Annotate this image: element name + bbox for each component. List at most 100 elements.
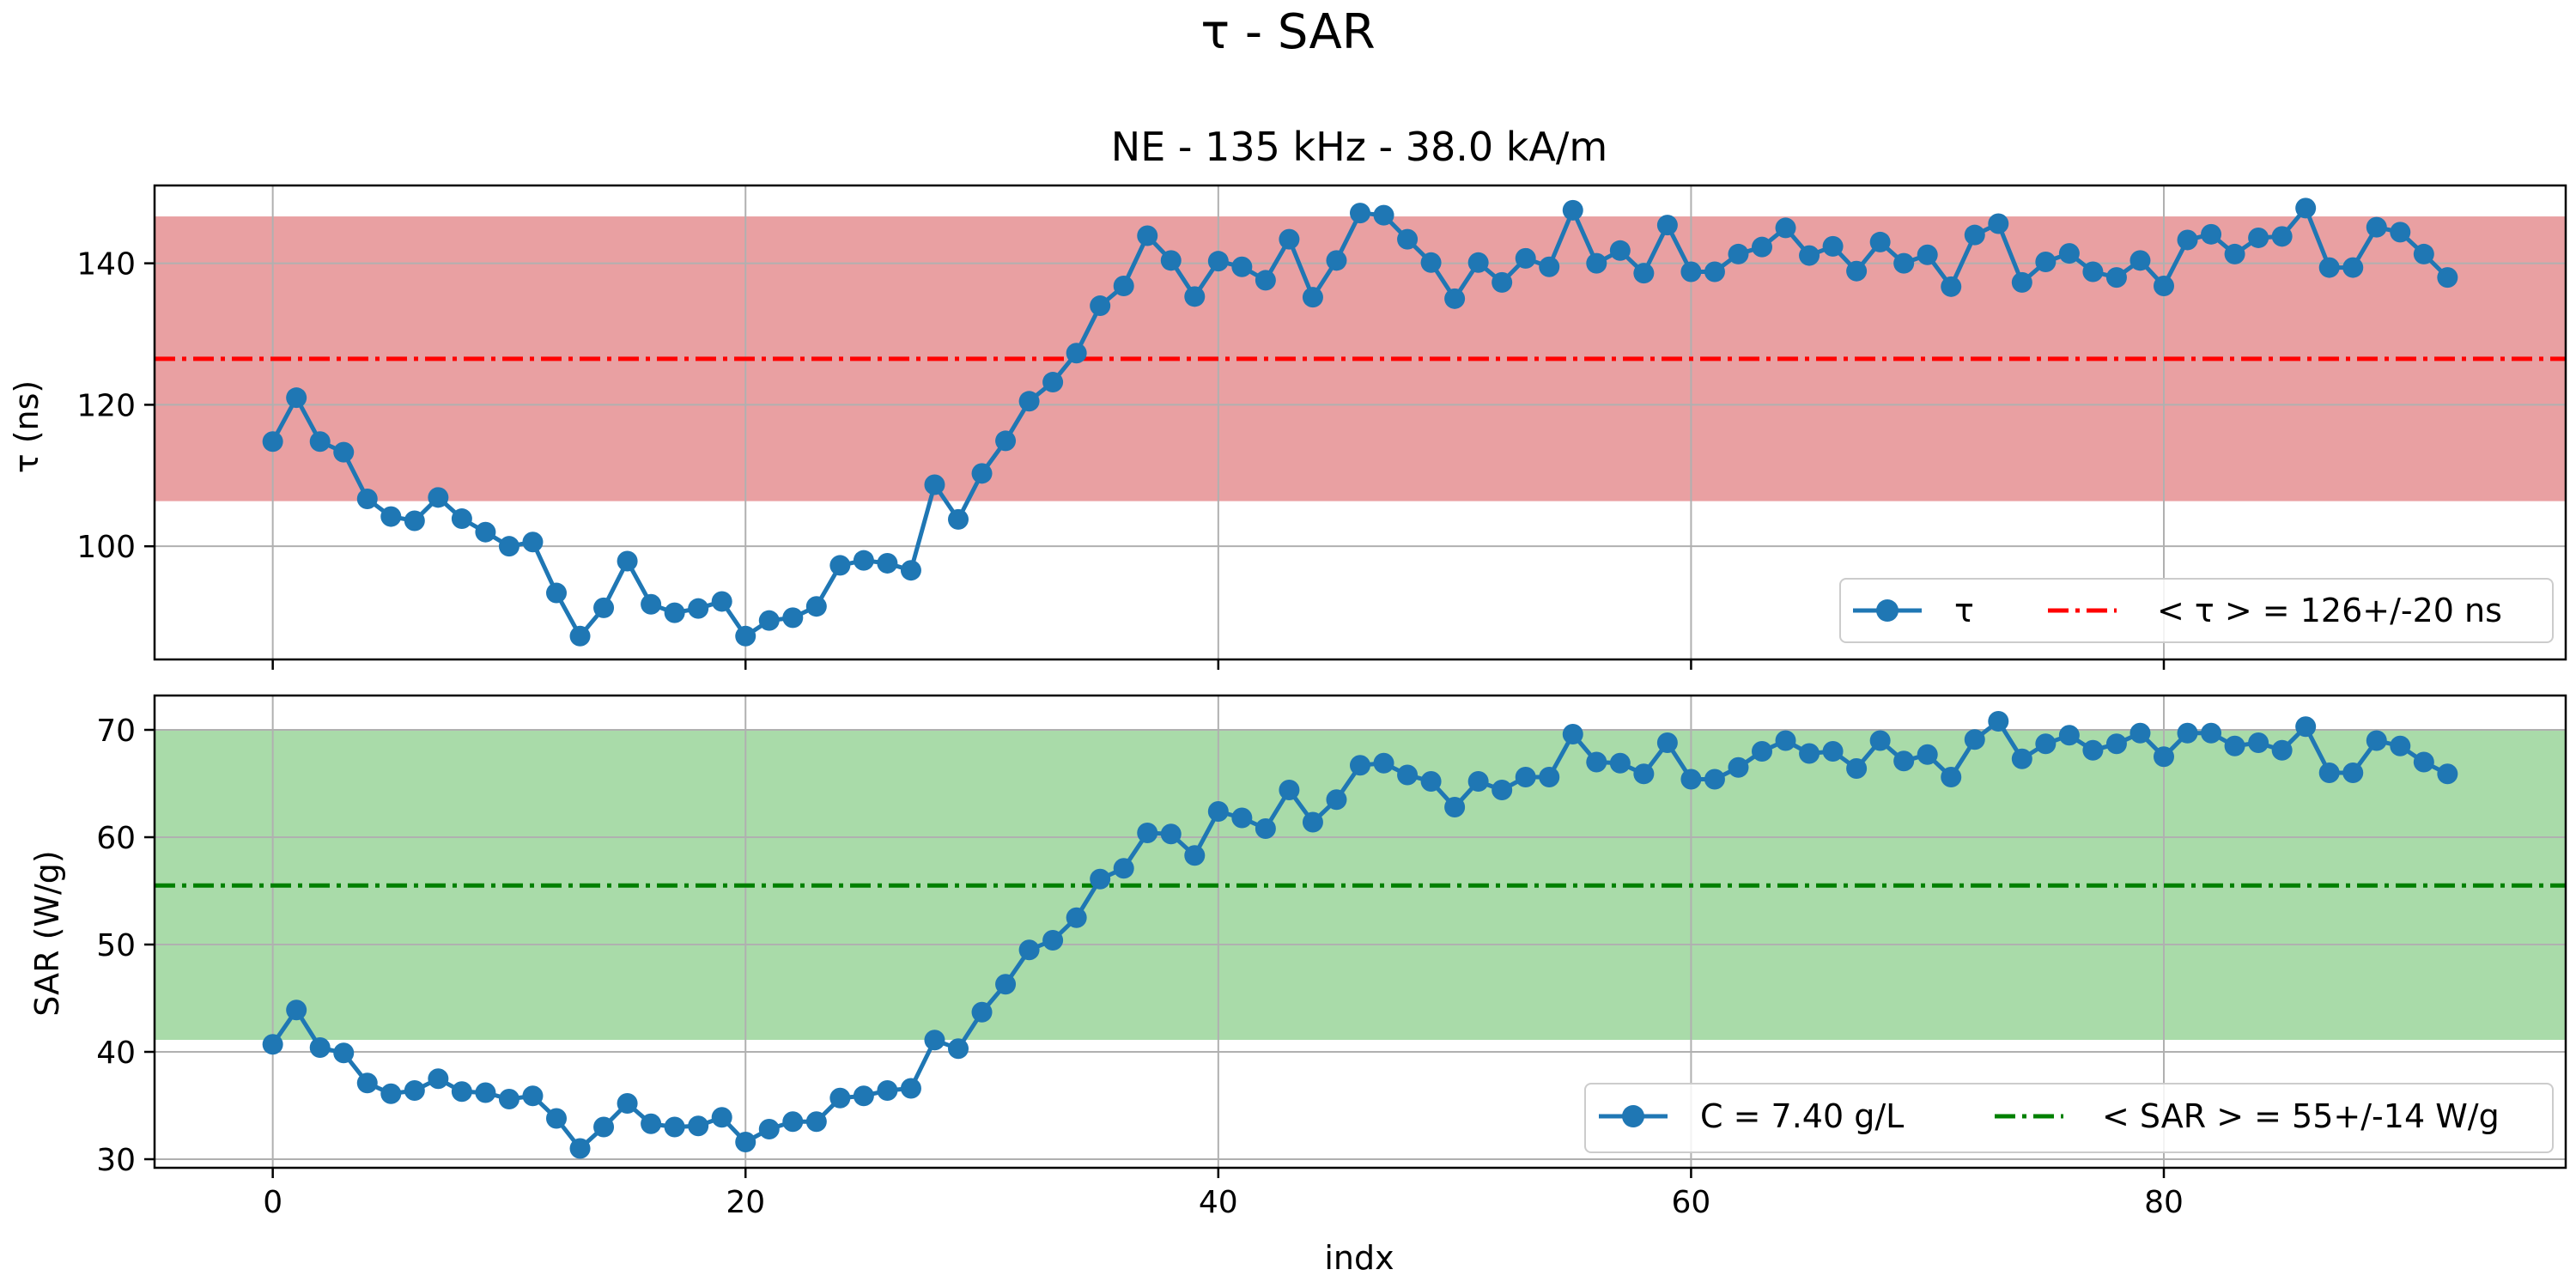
- sar-data-point: [1042, 930, 1064, 951]
- tau-data-point: [1704, 261, 1725, 283]
- sar-data-point: [1113, 858, 1134, 879]
- sar-y-tick-label: 30: [96, 1143, 136, 1178]
- sar-data-point: [1444, 797, 1466, 817]
- sar-data-point: [1066, 907, 1087, 928]
- tau-data-point: [995, 430, 1017, 452]
- tau-data-point: [2154, 275, 2174, 296]
- tau-panel-title: NE - 135 kHz - 38.0 kA/m: [1111, 124, 1607, 170]
- tau-data-point: [1799, 245, 1820, 266]
- tau-data-point: [1586, 252, 1607, 274]
- sar-data-point: [1846, 758, 1868, 779]
- tau-data-point: [2318, 257, 2340, 278]
- tau-data-point: [333, 441, 355, 463]
- sar-data-point: [1207, 801, 1229, 822]
- tau-data-point: [2201, 223, 2222, 245]
- tau-data-point: [2177, 229, 2198, 251]
- sar-data-point: [309, 1037, 331, 1058]
- sar-x-tick-label: 20: [726, 1185, 765, 1220]
- tau-legend-box: [1839, 578, 2554, 643]
- sar-data-point: [1893, 750, 1915, 772]
- sar-axes-border: [153, 694, 2567, 1170]
- sar-data-point: [593, 1116, 615, 1138]
- tau-data-point: [1515, 247, 1536, 269]
- tau-series: [262, 197, 2458, 647]
- tau-y-tick-label: 120: [76, 388, 136, 423]
- tau-data-point: [262, 431, 283, 453]
- sar-x-tick-label: 0: [263, 1185, 283, 1220]
- sar-data-point: [2129, 722, 2151, 744]
- sar-legend-mean-label: < SAR > = 55+/-14 W/g: [2102, 1097, 2500, 1135]
- sar-data-point: [641, 1113, 662, 1134]
- sar-data-point: [877, 1080, 898, 1101]
- sar-data-point: [1302, 811, 1323, 833]
- tau-data-point: [2035, 251, 2057, 272]
- sar-data-point: [1656, 732, 1678, 753]
- tau-data-point: [1090, 295, 1111, 317]
- sar-data-point: [2413, 751, 2434, 773]
- tau-data-point: [2129, 250, 2151, 271]
- tau-data-point: [1207, 251, 1229, 272]
- tau-data-point: [522, 532, 544, 553]
- tau-y-tick-label: 140: [76, 247, 136, 283]
- tau-data-point: [2082, 261, 2104, 283]
- tau-data-point: [2011, 271, 2032, 293]
- tau-data-point: [2437, 267, 2458, 289]
- tau-data-point: [688, 598, 709, 619]
- tau-y-axis-label: τ (ns): [8, 380, 46, 474]
- sar-data-point: [2224, 735, 2245, 756]
- tau-data-point: [1917, 244, 1938, 265]
- sar-data-point: [1988, 711, 2009, 732]
- tau-data-point: [286, 387, 307, 409]
- sar-data-point: [522, 1085, 544, 1107]
- sar-y-tick-label: 60: [96, 821, 136, 856]
- sar-data-point: [2366, 730, 2387, 751]
- sar-data-point: [2177, 722, 2198, 744]
- sar-data-point: [546, 1108, 567, 1129]
- sar-data-point: [1184, 845, 1206, 866]
- sar-data-point: [1941, 767, 1962, 787]
- sar-data-point: [2437, 763, 2458, 785]
- tau-data-point: [853, 550, 874, 571]
- sar-data-point: [2318, 762, 2340, 783]
- sar-grid: [155, 696, 2566, 1168]
- tau-data-point: [924, 474, 945, 495]
- tau-data-point: [1893, 252, 1915, 274]
- sar-legend-series-marker: [1622, 1105, 1644, 1127]
- tau-axes-frame: [153, 184, 2567, 661]
- sar-data-point: [1964, 729, 1985, 750]
- tau-data-point: [2295, 197, 2317, 219]
- sar-data-point: [2248, 732, 2269, 753]
- figure-suptitle: τ - SAR: [1200, 4, 1375, 60]
- tau-data-point: [2366, 216, 2387, 238]
- sar-data-point: [1420, 771, 1442, 792]
- sar-data-point: [2342, 762, 2364, 783]
- sar-data-point: [1279, 780, 1300, 800]
- sar-data-point: [1255, 818, 1276, 839]
- sar-data-point: [1539, 767, 1560, 787]
- tau-data-point: [1066, 343, 1087, 364]
- sar-data-point: [1704, 769, 1725, 790]
- sar-y-tick-label: 50: [96, 928, 136, 963]
- sar-x-tick-label: 60: [1672, 1185, 1711, 1220]
- tau-data-point: [1302, 287, 1323, 308]
- sar-data-point: [1373, 752, 1394, 774]
- sar-data-point: [1680, 769, 1702, 790]
- sar-data-point: [1917, 744, 1938, 765]
- sar-data-point: [758, 1119, 780, 1139]
- tau-data-point: [1018, 391, 1040, 412]
- tau-data-point: [1279, 228, 1300, 250]
- tau-data-point: [569, 625, 591, 647]
- sar-axes-frame: [153, 694, 2567, 1170]
- tau-axes-border: [153, 184, 2567, 661]
- sar-data-point: [664, 1116, 685, 1138]
- sar-data-point: [829, 1087, 851, 1109]
- sar-data-point: [617, 1093, 638, 1114]
- tau-panel: 100 120 140 NE - 135 kHz - 38.0 kA/m τ (ns…: [8, 124, 2567, 670]
- tau-data-point: [1656, 215, 1678, 236]
- tau-data-point: [2390, 222, 2411, 243]
- sar-data-point: [1799, 743, 1820, 764]
- sar-data-point: [1397, 764, 1419, 786]
- tau-data-point: [735, 625, 756, 647]
- sar-data-point: [1728, 756, 1749, 778]
- tau-data-point: [2342, 257, 2364, 278]
